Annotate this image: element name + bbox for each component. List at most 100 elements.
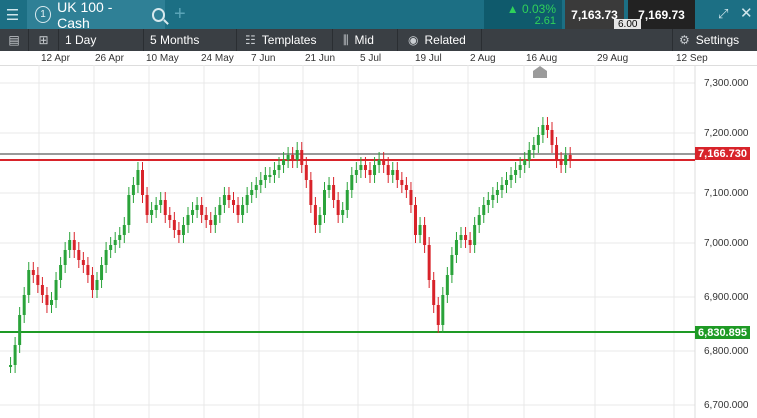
search-icon[interactable] <box>151 7 166 22</box>
candle-body <box>163 200 167 215</box>
instrument-tab[interactable]: 1 UK 100 - Cash <box>27 0 166 31</box>
list-view-button[interactable]: ▤ <box>0 29 29 51</box>
candle-body <box>250 190 254 195</box>
date-label: 19 Jul <box>415 53 442 64</box>
candle-body <box>72 240 76 250</box>
candle-body <box>177 230 181 235</box>
candle-body <box>300 150 304 165</box>
gear-icon: ⚙ <box>679 33 690 47</box>
price-change: ▲ 0.03% 2.61 <box>484 0 562 29</box>
candle-body <box>395 170 399 180</box>
current-date-marker[interactable] <box>533 66 547 78</box>
candle-body <box>550 130 554 145</box>
candle-body <box>318 215 322 225</box>
grid-icon: ⊞ <box>38 33 49 47</box>
candle-body <box>568 155 572 160</box>
templates-button[interactable]: ☷ Templates <box>237 29 333 51</box>
candle-body <box>291 155 295 160</box>
candle-body <box>377 160 381 165</box>
candle-body <box>131 185 135 195</box>
candle-body <box>400 180 404 185</box>
candle-body <box>441 295 445 325</box>
candle-body <box>63 250 67 265</box>
candle-body <box>345 190 349 210</box>
candle-body <box>327 185 331 190</box>
sell-price-button[interactable]: 7,163.73 <box>565 0 624 29</box>
candle-body <box>423 225 427 245</box>
date-axis: 12 Apr 26 Apr 10 May 24 May 7 Jun 21 Jun… <box>0 51 757 66</box>
candle-body <box>404 185 408 190</box>
candle-body <box>90 275 94 290</box>
candle-body <box>141 170 144 195</box>
candle-body <box>213 215 217 225</box>
candle-body <box>414 205 417 235</box>
candle-body <box>81 260 85 265</box>
candle-body <box>263 175 267 180</box>
candle-body <box>13 345 17 365</box>
candle-body <box>222 195 226 205</box>
candle-body <box>477 215 481 225</box>
price-chart[interactable]: 7,166.730 6,830.895 7,300.000 7,200.000 … <box>0 65 757 418</box>
add-tab-icon[interactable]: + <box>174 3 186 25</box>
expand-icon[interactable]: ⤢ <box>718 6 729 21</box>
price-tick: 7,100.000 <box>704 188 749 199</box>
top-bar: ☰ 1 UK 100 - Cash + ▲ 0.03% 2.61 7,163.7… <box>0 0 757 31</box>
candle-body <box>495 190 499 195</box>
templates-icon: ☷ <box>245 33 256 47</box>
price-tick: 6,900.000 <box>704 292 749 303</box>
date-label: 2 Aug <box>470 53 496 64</box>
candle-body <box>336 200 340 215</box>
candle-body <box>277 165 281 170</box>
candle-body <box>191 210 195 215</box>
candle-body <box>341 210 345 215</box>
candle-body <box>195 205 199 210</box>
settings-button[interactable]: ⚙ Settings <box>672 29 757 51</box>
candle-body <box>232 200 235 205</box>
candle-body <box>18 315 22 345</box>
price-tick: 6,800.000 <box>704 346 749 357</box>
related-button[interactable]: ◉ Related <box>398 29 482 51</box>
interval-dropdown[interactable]: 1 Day <box>59 29 144 51</box>
candle-body <box>236 205 240 215</box>
candle-body <box>59 265 63 280</box>
candle-body <box>295 150 299 160</box>
candle-body <box>104 250 108 265</box>
candle-body <box>450 255 454 275</box>
candle-body <box>309 180 313 205</box>
list-icon: ▤ <box>8 33 20 47</box>
change-absolute: 2.61 <box>534 15 556 27</box>
candle-body <box>523 160 527 165</box>
candle-body <box>159 200 163 205</box>
current-price-tag: 7,166.730 <box>695 147 750 160</box>
candle-body <box>363 165 367 170</box>
candle-body <box>245 195 249 205</box>
candle-body <box>391 170 395 175</box>
candle-body <box>323 190 326 215</box>
candle-body <box>272 170 276 175</box>
close-icon[interactable]: ✕ <box>740 5 753 22</box>
tab-number: 1 <box>35 6 52 23</box>
candle-body <box>373 165 377 175</box>
candle-body <box>145 195 149 215</box>
date-label: 7 Jun <box>251 53 276 64</box>
price-tick: 7,000.000 <box>704 238 749 249</box>
candle-body <box>555 145 559 160</box>
layout-button[interactable]: ⊞ <box>29 29 59 51</box>
candle-body <box>54 280 58 300</box>
candle-body <box>436 305 440 325</box>
candle-body <box>254 185 258 190</box>
date-label: 10 May <box>146 53 179 64</box>
instrument-name: UK 100 - Cash <box>57 0 113 31</box>
candle-body <box>218 205 222 215</box>
menu-icon[interactable]: ☰ <box>5 6 20 24</box>
candle-body <box>27 270 31 295</box>
candle-body <box>127 195 131 225</box>
price-type-button[interactable]: ⫼ Mid <box>333 29 398 51</box>
candle-body <box>545 125 549 130</box>
candle-body <box>100 265 104 280</box>
candlesticks <box>9 117 572 373</box>
range-dropdown[interactable]: 5 Months <box>144 29 237 51</box>
candle-body <box>200 205 204 215</box>
candle-body <box>209 220 213 225</box>
grid <box>0 65 695 418</box>
